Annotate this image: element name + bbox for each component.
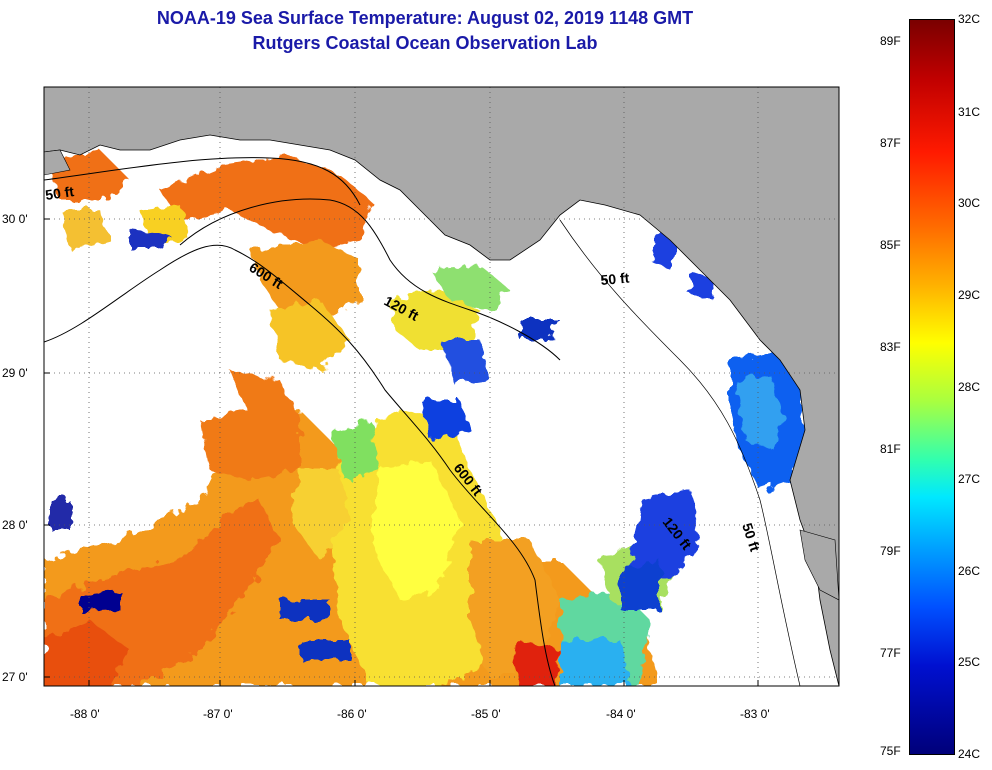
lat-label: 28 0' <box>2 518 28 532</box>
colorbar-f-label: 85F <box>880 238 901 252</box>
colorbar-c-label: 26C <box>958 564 981 578</box>
lon-label: -88 0' <box>70 707 100 721</box>
lat-label: 27 0' <box>2 670 28 684</box>
colorbar-c-label: 30C <box>958 196 981 210</box>
contour-label-50ft: 50 ft <box>44 183 75 203</box>
colorbar-c-label: 27C <box>958 472 981 486</box>
lon-label: -86 0' <box>337 707 367 721</box>
colorbar-f-label: 87F <box>880 136 901 150</box>
map-body: 50 ft 600 ft 120 ft 50 ft 600 ft 120 ft … <box>44 87 839 686</box>
colorbar-c-label: 31C <box>958 105 981 119</box>
colorbar-f-label: 75F <box>880 744 901 758</box>
land-mass <box>44 87 839 686</box>
contour-label-50ft: 50 ft <box>600 270 630 288</box>
lon-label: -87 0' <box>203 707 233 721</box>
colorbar-f-label: 89F <box>880 34 901 48</box>
axis-ticks <box>44 218 759 686</box>
map-subtitle: Rutgers Coastal Ocean Observation Lab <box>252 33 598 53</box>
map-frame <box>43 86 840 687</box>
colorbar-f-label: 77F <box>880 646 901 660</box>
colorbar-f-label: 83F <box>880 340 901 354</box>
lat-label: 29 0' <box>2 366 28 380</box>
map-title: NOAA-19 Sea Surface Temperature: August … <box>156 8 694 28</box>
lon-label: -84 0' <box>606 707 636 721</box>
lon-label: -85 0' <box>471 707 501 721</box>
colorbar-c-label: 32C <box>958 12 981 26</box>
colorbar-f-label: 79F <box>880 544 901 558</box>
colorbar-c-label: 29C <box>958 288 981 302</box>
colorbar-c-label: 24C <box>958 747 981 761</box>
lon-label: -83 0' <box>740 707 770 721</box>
colorbar-f-label: 81F <box>880 442 901 456</box>
colorbar-c-label: 25C <box>958 655 981 669</box>
colorbar-c-label: 28C <box>958 380 981 394</box>
lat-label: 30 0' <box>2 212 28 226</box>
sst-patches <box>44 150 805 686</box>
temperature-colorbar <box>909 19 955 755</box>
depth-contours <box>44 157 801 686</box>
